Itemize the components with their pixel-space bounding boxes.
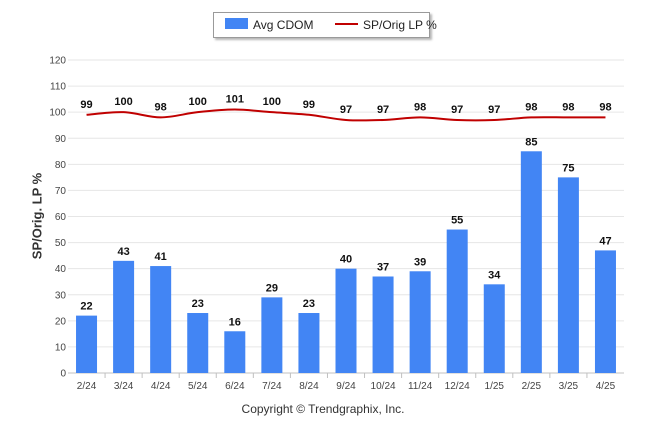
line-data-label: 99 — [303, 99, 315, 111]
bar-data-label: 43 — [117, 246, 129, 258]
y-tick-label: 40 — [55, 264, 67, 275]
bar — [261, 297, 283, 373]
line-data-label: 97 — [488, 104, 500, 116]
line-data-label: 98 — [155, 101, 167, 113]
bar — [187, 313, 209, 373]
bar — [557, 177, 579, 373]
bar — [483, 284, 505, 373]
x-tick-label: 6/24 — [225, 381, 245, 392]
line-data-label: 98 — [414, 101, 426, 113]
bar-data-label: 39 — [414, 256, 426, 268]
bar-data-label: 16 — [229, 316, 241, 328]
series-line — [86, 108, 606, 122]
legend-label-bar: Avg CDOM — [253, 18, 314, 32]
y-tick-label: 120 — [49, 56, 66, 67]
y-tick-label: 0 — [60, 369, 66, 380]
y-tick-label: 20 — [55, 316, 67, 327]
line-data-label: 97 — [451, 104, 463, 116]
line-data-label: 98 — [562, 101, 574, 113]
bar-data-label: 29 — [266, 282, 278, 294]
bar — [520, 151, 542, 373]
x-tick-label: 2/25 — [522, 381, 542, 392]
bar-data-label: 40 — [340, 254, 352, 266]
line-data-label: 101 — [226, 94, 244, 106]
bar-data-label: 75 — [562, 162, 574, 174]
x-tick-label: 8/24 — [299, 381, 319, 392]
x-tick-label: 9/24 — [336, 381, 356, 392]
line-data-label: 98 — [599, 101, 611, 113]
bar — [298, 313, 320, 373]
x-tick-label: 7/24 — [262, 381, 282, 392]
x-tick-label: 10/24 — [371, 381, 396, 392]
x-tick-label: 12/24 — [445, 381, 470, 392]
y-tick-label: 110 — [50, 82, 66, 93]
bar-data-label: 37 — [377, 261, 389, 273]
bar-data-label: 41 — [155, 251, 167, 263]
x-tick-label: 3/24 — [114, 381, 134, 392]
x-tick-label: 1/25 — [485, 381, 505, 392]
bar-data-label: 47 — [599, 235, 611, 247]
x-tick-label: 11/24 — [408, 381, 433, 392]
bar-data-label: 23 — [192, 298, 204, 310]
bar-data-label: 22 — [80, 301, 92, 313]
y-axis-label: SP/Orig. LP % — [29, 172, 45, 260]
bar — [446, 229, 468, 373]
y-tick-label: 30 — [55, 290, 67, 301]
line-data-label: 97 — [340, 104, 352, 116]
bar — [594, 250, 616, 373]
line-data-label: 100 — [263, 96, 281, 108]
line-data-label: 99 — [80, 99, 92, 111]
line-data-label: 98 — [525, 101, 537, 113]
copyright: Copyright © Trendgraphix, Inc. — [241, 402, 405, 416]
bar — [150, 266, 172, 373]
y-tick-label: 10 — [55, 342, 67, 353]
line-data-label: 97 — [377, 104, 389, 116]
bar — [224, 331, 246, 373]
legend-label-line: SP/Orig LP % — [363, 18, 437, 32]
x-tick-label: 5/24 — [188, 381, 208, 392]
x-tick-label: 4/24 — [151, 381, 171, 392]
bar-data-label: 23 — [303, 298, 315, 310]
x-tick-label: 3/25 — [559, 381, 579, 392]
legend: Avg CDOM SP/Orig LP % — [213, 12, 437, 38]
y-tick-label: 100 — [49, 108, 66, 119]
bar-data-label: 34 — [488, 269, 501, 281]
bar — [113, 260, 135, 373]
x-tick-label: 2/24 — [77, 381, 97, 392]
bar — [76, 315, 98, 373]
bar-data-label: 55 — [451, 215, 463, 227]
legend-line-swatch — [335, 23, 358, 25]
y-tick-label: 70 — [55, 186, 67, 197]
y-tick-label: 50 — [55, 238, 67, 249]
y-tick-label: 90 — [55, 134, 67, 145]
line-data-label: 100 — [189, 96, 207, 108]
line-data-label: 100 — [114, 96, 132, 108]
legend-bar-swatch — [225, 18, 248, 29]
y-tick-label: 80 — [55, 160, 67, 171]
y-tick-label: 60 — [55, 212, 67, 223]
bar — [335, 268, 357, 373]
x-tick-label: 4/25 — [596, 381, 616, 392]
bar — [409, 271, 431, 373]
bar-data-label: 85 — [525, 136, 537, 148]
bar — [372, 276, 394, 373]
